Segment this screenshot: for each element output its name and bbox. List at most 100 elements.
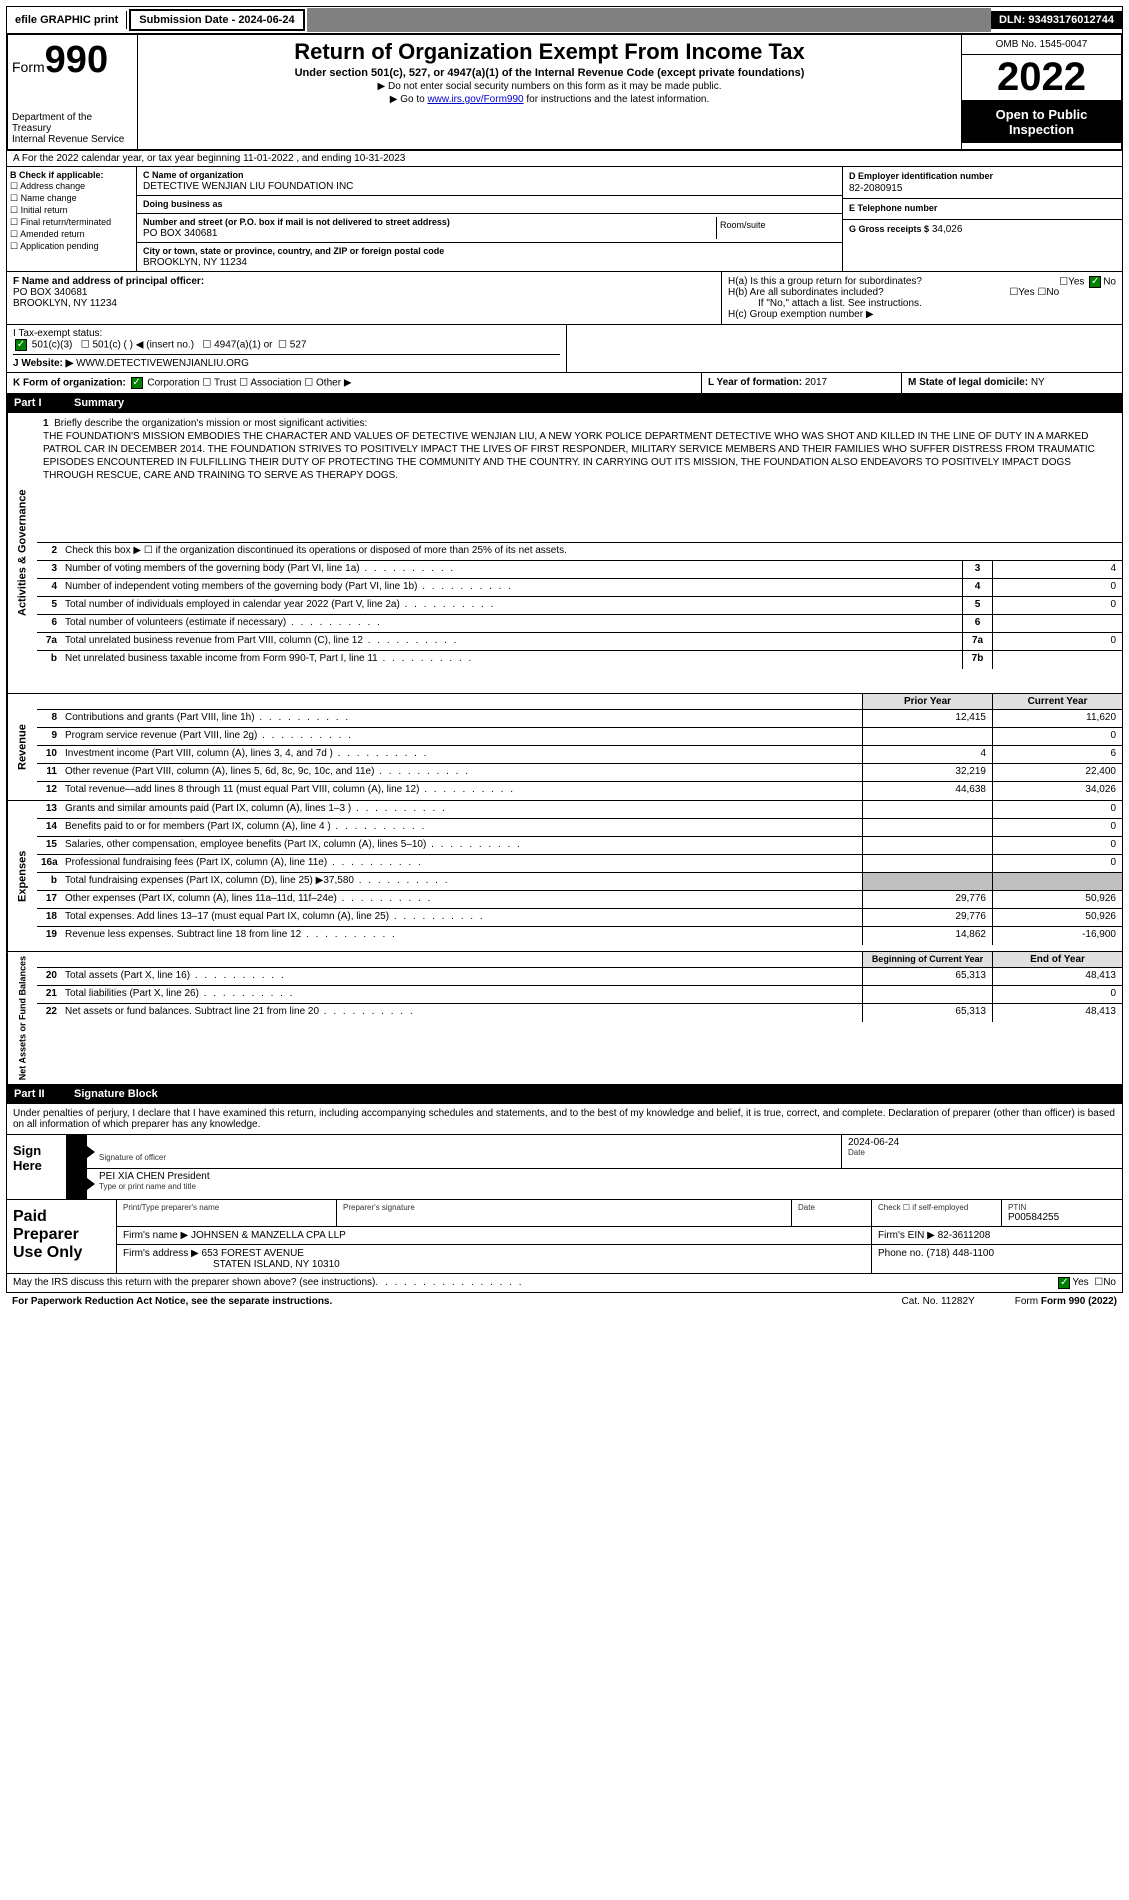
topbar: efile GRAPHIC print Submission Date - 20… <box>6 6 1123 34</box>
prep-sig-label: Preparer's signature <box>343 1203 785 1212</box>
gross-value: 34,026 <box>932 224 963 235</box>
part2-header: Part II Signature Block <box>6 1085 1123 1103</box>
table-row: 11Other revenue (Part VIII, column (A), … <box>37 764 1122 782</box>
table-row: 12Total revenue—add lines 8 through 11 (… <box>37 782 1122 800</box>
form-number: 990 <box>45 39 108 81</box>
sign-here-block: Sign Here Signature of officer 2024-06-2… <box>7 1135 1122 1199</box>
part2-title: Signature Block <box>74 1088 158 1100</box>
column-d: D Employer identification number 82-2080… <box>842 167 1122 271</box>
vtab-expenses: Expenses <box>7 801 37 951</box>
discuss-row: May the IRS discuss this return with the… <box>6 1274 1123 1293</box>
table-row: 13Grants and similar amounts paid (Part … <box>37 801 1122 819</box>
part1-netassets: Net Assets or Fund Balances Beginning of… <box>6 952 1123 1085</box>
paid-preparer-block: Paid Preparer Use Only Print/Type prepar… <box>7 1199 1122 1273</box>
part1-expenses: Expenses 13Grants and similar amounts pa… <box>6 801 1123 952</box>
cb-corp: ✓ <box>131 377 143 389</box>
sig-name: PEI XIA CHEN President <box>99 1171 1116 1182</box>
cb-name-change[interactable]: ☐ Name change <box>10 193 133 204</box>
prep-date-label: Date <box>798 1203 865 1212</box>
mission-text: THE FOUNDATION'S MISSION EMBODIES THE CH… <box>43 431 1095 481</box>
year-formation: L Year of formation: 2017 <box>702 373 902 393</box>
firm-name-label: Firm's name ▶ <box>123 1230 188 1241</box>
cb-address-change[interactable]: ☐ Address change <box>10 181 133 192</box>
table-row: 10Investment income (Part VIII, column (… <box>37 746 1122 764</box>
state-domicile: M State of legal domicile: NY <box>902 373 1122 393</box>
header-left: Form990 Department of the Treasury Inter… <box>8 35 138 149</box>
firm-phone: (718) 448-1100 <box>926 1248 994 1259</box>
part1-num: Part I <box>14 397 74 409</box>
table-row: 4Number of independent voting members of… <box>37 579 1122 597</box>
sig-date-value: 2024-06-24 <box>848 1137 1116 1148</box>
table-row: 3Number of voting members of the governi… <box>37 561 1122 579</box>
city-label: City or town, state or province, country… <box>143 246 836 256</box>
omb-number: OMB No. 1545-0047 <box>962 35 1121 55</box>
discuss-no: No <box>1103 1277 1116 1289</box>
discuss-yes: Yes <box>1072 1277 1088 1289</box>
table-row: 8Contributions and grants (Part VIII, li… <box>37 710 1122 728</box>
pra-notice: For Paperwork Reduction Act Notice, see … <box>12 1296 332 1307</box>
table-row: 16aProfessional fundraising fees (Part I… <box>37 855 1122 873</box>
form-note2: ▶ Go to www.irs.gov/Form990 for instruct… <box>146 94 953 105</box>
note2-post: for instructions and the latest informat… <box>524 94 710 105</box>
cb-501c3: ✓ <box>15 339 27 351</box>
header-center: Return of Organization Exempt From Incom… <box>138 35 961 149</box>
sig-arrow-icon <box>67 1135 87 1168</box>
firm-phone-label: Phone no. <box>878 1248 924 1259</box>
table-row: bNet unrelated business taxable income f… <box>37 651 1122 669</box>
form-prefix: Form <box>12 59 45 75</box>
efile-label: efile GRAPHIC print <box>7 11 127 29</box>
row-k-l-m: K Form of organization: ✓ Corporation ☐ … <box>6 373 1123 394</box>
prep-ptin-value: P00584255 <box>1008 1212 1116 1223</box>
dba-label: Doing business as <box>143 199 836 209</box>
j-label: J Website: ▶ <box>13 358 73 369</box>
sig-arrow-icon-2 <box>67 1169 87 1199</box>
cb-final-return[interactable]: ☐ Final return/terminated <box>10 217 133 228</box>
table-row: 18Total expenses. Add lines 13–17 (must … <box>37 909 1122 927</box>
col-current: Current Year <box>992 694 1122 709</box>
topbar-spacer <box>307 8 991 32</box>
submission-date: Submission Date - 2024-06-24 <box>129 9 304 31</box>
website: WWW.DETECTIVEWENJIANLIU.ORG <box>76 358 249 369</box>
ha-no-check: ✓ <box>1089 276 1101 288</box>
col-prior: Prior Year <box>862 694 992 709</box>
phone-label: E Telephone number <box>849 203 1116 213</box>
ein-label: D Employer identification number <box>849 171 1116 181</box>
table-row: 20Total assets (Part X, line 16)65,31348… <box>37 968 1122 986</box>
line2-text: Check this box ▶ ☐ if the organization d… <box>61 543 1122 560</box>
declaration-text: Under penalties of perjury, I declare th… <box>7 1104 1122 1135</box>
form-of-org: K Form of organization: ✓ Corporation ☐ … <box>7 373 702 393</box>
sig-name-label: Type or print name and title <box>99 1182 1116 1191</box>
gross-label: G Gross receipts $ <box>849 224 929 234</box>
inspection-label: Open to Public Inspection <box>962 101 1121 143</box>
i-label: I Tax-exempt status: <box>13 328 102 339</box>
rev-header-row: Prior Year Current Year <box>37 694 1122 710</box>
firm-ein-label: Firm's EIN ▶ <box>878 1230 935 1241</box>
cb-amended[interactable]: ☐ Amended return <box>10 229 133 240</box>
tax-exempt-status: I Tax-exempt status: ✓ 501(c)(3) ☐ 501(c… <box>7 325 567 372</box>
table-row: 5Total number of individuals employed in… <box>37 597 1122 615</box>
firm-addr2: STATEN ISLAND, NY 10310 <box>123 1259 340 1270</box>
irs-link[interactable]: www.irs.gov/Form990 <box>427 94 523 105</box>
row-i-j: I Tax-exempt status: ✓ 501(c)(3) ☐ 501(c… <box>6 325 1123 373</box>
form-title: Return of Organization Exempt From Incom… <box>146 39 953 65</box>
table-row: 17Other expenses (Part IX, column (A), l… <box>37 891 1122 909</box>
hb-label: H(b) Are all subordinates included? <box>728 287 884 298</box>
entity-section: A For the 2022 calendar year, or tax yea… <box>6 151 1123 272</box>
principal-officer: F Name and address of principal officer:… <box>7 272 722 324</box>
note2-pre: ▶ Go to <box>390 94 428 105</box>
street-value: PO BOX 340681 <box>143 228 716 239</box>
column-b-checkboxes: B Check if applicable: ☐ Address change … <box>7 167 137 271</box>
tax-year-row: A For the 2022 calendar year, or tax yea… <box>7 151 1122 167</box>
table-row: bTotal fundraising expenses (Part IX, co… <box>37 873 1122 891</box>
sig-officer-label: Signature of officer <box>99 1153 835 1162</box>
ha-label: H(a) Is this a group return for subordin… <box>728 276 922 287</box>
col-end: End of Year <box>992 952 1122 967</box>
cb-initial-return[interactable]: ☐ Initial return <box>10 205 133 216</box>
part1-title: Summary <box>74 397 124 409</box>
cat-no: Cat. No. 11282Y <box>902 1296 975 1307</box>
vtab-net: Net Assets or Fund Balances <box>7 952 37 1084</box>
form-subtitle: Under section 501(c), 527, or 4947(a)(1)… <box>146 67 953 79</box>
form-header: Form990 Department of the Treasury Inter… <box>6 34 1123 151</box>
table-row: 9Program service revenue (Part VIII, lin… <box>37 728 1122 746</box>
cb-app-pending[interactable]: ☐ Application pending <box>10 241 133 252</box>
